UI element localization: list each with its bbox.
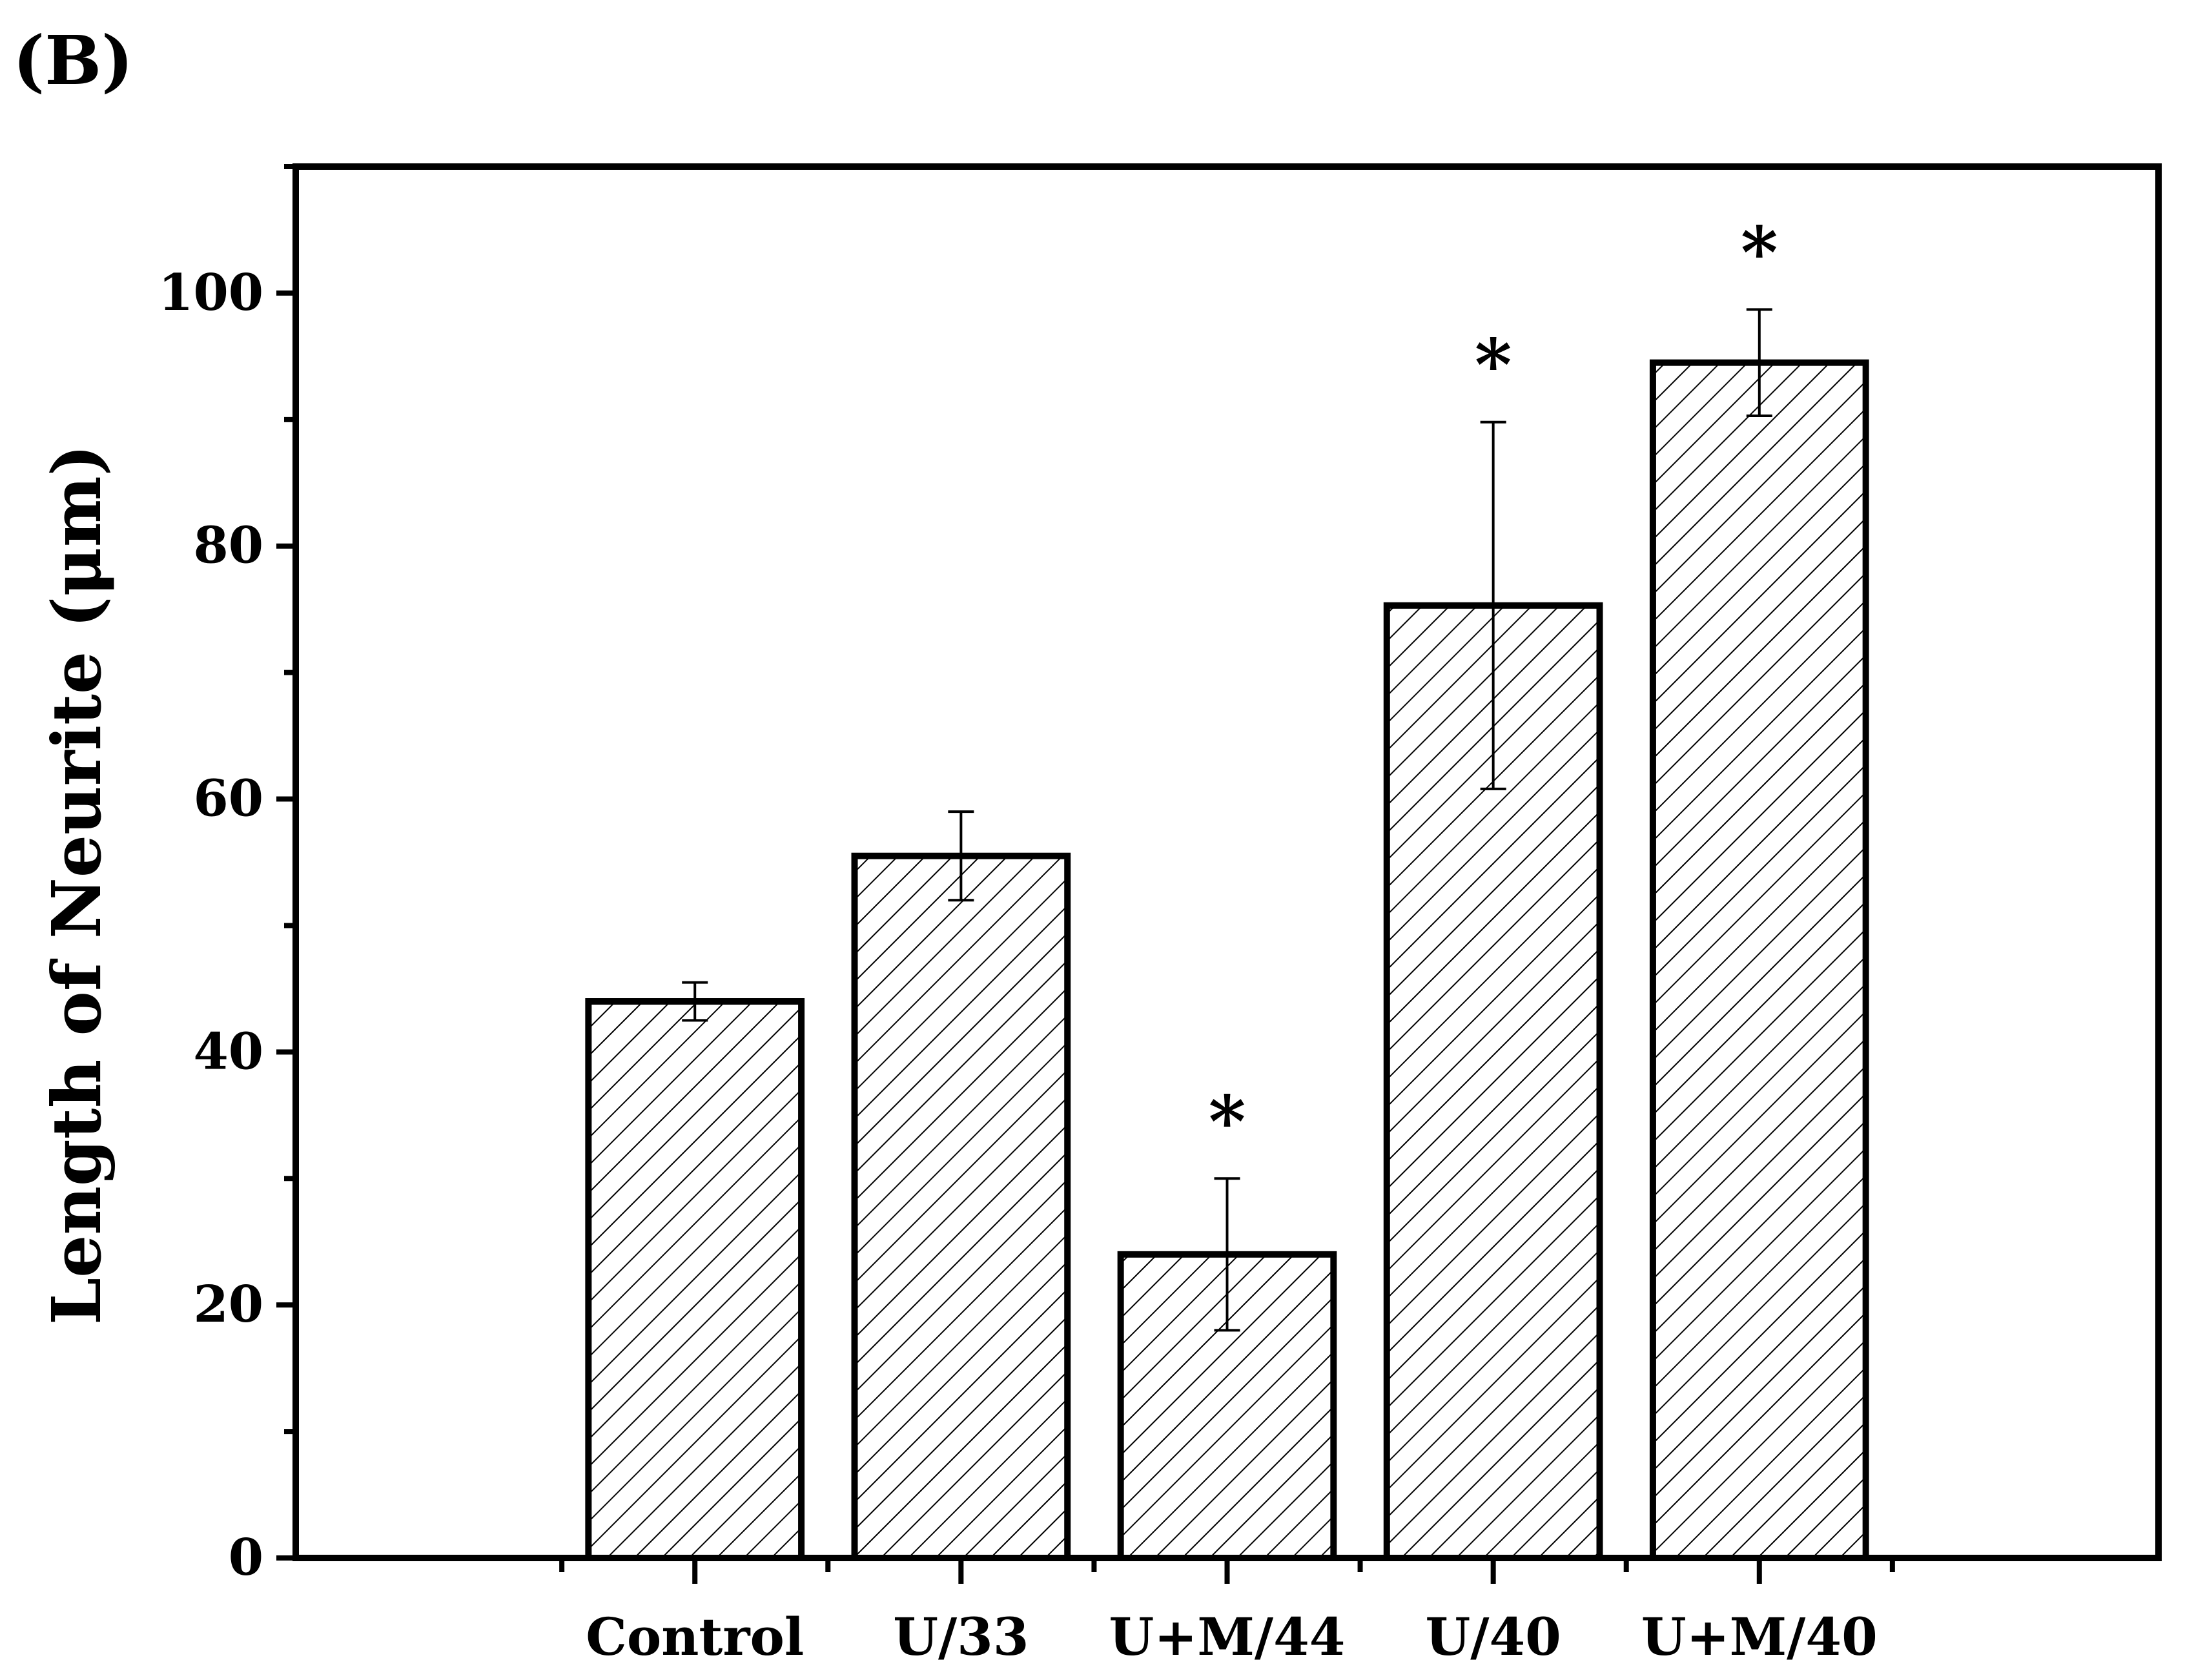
significance-markers: * * * [1209,210,1778,1163]
bar [585,998,805,1561]
y-tick-label: 40 [193,1022,263,1081]
panel-label: (B) [13,21,133,100]
significance-star: * [1209,1080,1246,1163]
x-tick-label: U+M/40 [1641,1606,1878,1667]
y-axis: 0 20 40 60 80 100 [158,164,296,1587]
x-tick-label: U+M/44 [1109,1606,1346,1667]
y-tick-label: 0 [229,1528,263,1587]
significance-star: * [1741,210,1778,294]
significance-star: * [1475,323,1512,407]
bar [851,852,1071,1561]
y-tick-label: 60 [193,770,263,828]
x-tick-label: U/33 [893,1606,1029,1667]
x-tick-label: U/40 [1425,1606,1561,1667]
y-tick-label: 100 [158,263,263,322]
x-tick-label: Control [586,1606,804,1667]
y-tick-label: 80 [193,517,263,575]
bar [1649,359,1869,1562]
bars [585,359,1869,1562]
error-bars [682,308,1772,1332]
y-tick-label: 20 [193,1275,263,1334]
y-axis-title: Length of Neurite (μm) [37,444,116,1325]
x-axis: Control U/33 U+M/44 U/40 U+M/40 [559,1558,1895,1667]
